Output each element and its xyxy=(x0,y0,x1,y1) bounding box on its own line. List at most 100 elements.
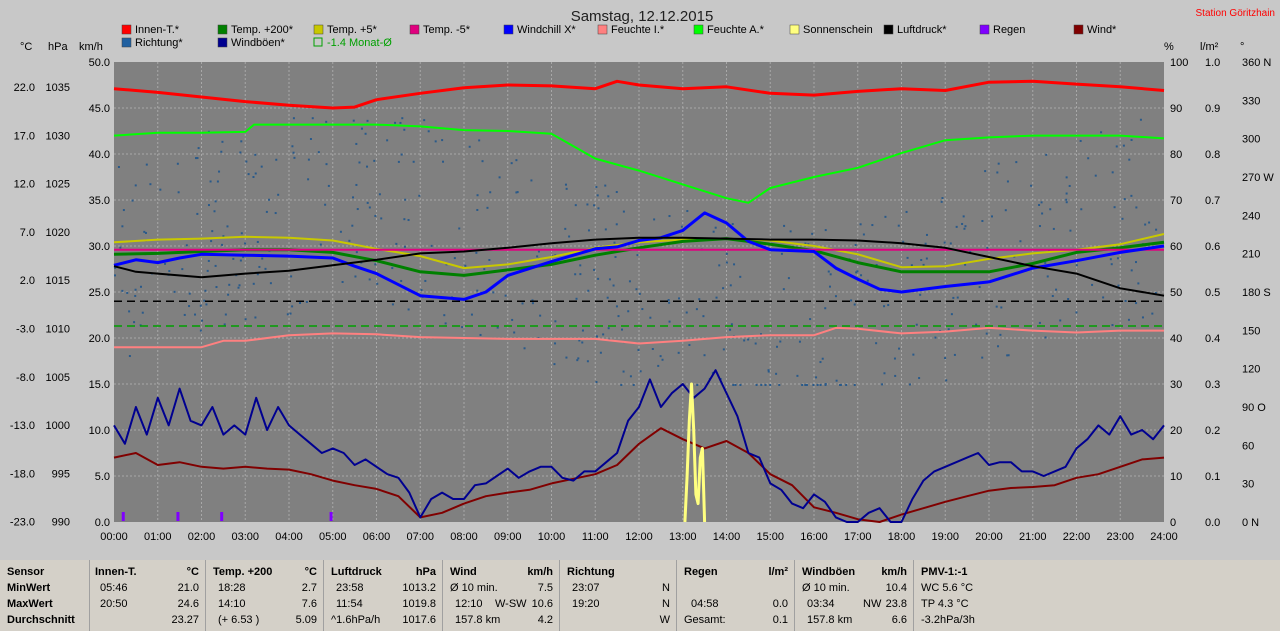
direction-dot xyxy=(412,160,415,163)
rain-tick-label: 1.0 xyxy=(1205,57,1220,69)
direction-dot xyxy=(1038,225,1041,228)
direction-dot xyxy=(275,158,278,161)
direction-dot xyxy=(214,200,217,203)
direction-dot xyxy=(801,384,804,386)
direction-dot xyxy=(613,241,616,244)
direction-tick-label: 30 xyxy=(1242,479,1254,491)
direction-dot xyxy=(828,285,831,288)
direction-dot xyxy=(776,345,779,348)
direction-dot xyxy=(403,245,406,248)
direction-dot xyxy=(649,316,652,319)
direction-dot xyxy=(612,284,615,287)
legend-label: Innen-T.* xyxy=(135,24,180,36)
direction-dot xyxy=(1100,131,1103,134)
direction-tick-label: 120 xyxy=(1242,364,1260,376)
direction-dot xyxy=(291,145,294,148)
direction-dot xyxy=(718,264,721,267)
direction-dot xyxy=(1094,174,1097,177)
direction-dot xyxy=(291,305,294,308)
legend-swatch xyxy=(883,24,894,35)
temperature-tick-label: 12.0 xyxy=(14,179,35,191)
direction-dot xyxy=(498,176,501,179)
direction-dot xyxy=(925,233,928,236)
kmh-tick-label: 5.0 xyxy=(95,471,110,483)
direction-dot xyxy=(875,342,878,345)
direction-dot xyxy=(1113,206,1116,209)
panel-druck: Luftdruck hPa 23:58 1013.2 11:54 1019.8 ^1.… xyxy=(323,560,442,631)
direction-dot xyxy=(1144,223,1147,226)
legend-swatch xyxy=(693,24,704,35)
direction-dot xyxy=(354,275,357,278)
temperature-tick-label: -23.0 xyxy=(10,517,35,529)
direction-dot xyxy=(999,333,1002,336)
direction-dot xyxy=(884,215,887,218)
direction-dot xyxy=(159,188,162,191)
direction-dot xyxy=(511,318,514,321)
series-sonnenschein xyxy=(683,382,707,523)
direction-dot xyxy=(714,226,717,229)
direction-dot xyxy=(906,256,909,259)
direction-dot xyxy=(327,184,330,187)
direction-dot xyxy=(924,242,927,245)
direction-dot xyxy=(614,255,617,258)
direction-dot xyxy=(1041,212,1044,215)
temp200-unit: °C xyxy=(304,566,317,578)
legend-swatch xyxy=(313,24,324,35)
label-max: MaxWert xyxy=(7,598,53,610)
direction-dot xyxy=(587,229,590,232)
direction-dot xyxy=(122,209,125,212)
time-tick-label: 03:00 xyxy=(231,531,259,543)
direction-dot xyxy=(1059,319,1062,322)
direction-dot xyxy=(940,200,943,203)
direction-dot xyxy=(824,229,827,232)
direction-dot xyxy=(887,304,890,307)
rain-tick-label: 0.9 xyxy=(1205,103,1220,115)
direction-dot xyxy=(220,150,223,153)
direction-dot xyxy=(476,194,479,197)
direction-dot xyxy=(427,130,430,133)
direction-dot xyxy=(325,120,328,123)
temp200-min-value: 2.7 xyxy=(301,582,317,594)
direction-dot xyxy=(881,383,884,386)
direction-dot xyxy=(629,375,632,378)
boeen-unit: km/h xyxy=(881,566,907,578)
direction-dot xyxy=(319,243,322,246)
direction-dot xyxy=(351,224,354,227)
direction-dot xyxy=(955,225,958,228)
direction-dot xyxy=(910,264,913,267)
direction-dot xyxy=(1141,316,1144,319)
unit-celsius: °C xyxy=(20,41,32,53)
innen-max-value: 24.6 xyxy=(177,598,199,610)
direction-dot xyxy=(809,318,812,321)
direction-dot xyxy=(703,354,706,357)
direction-dot xyxy=(240,140,243,143)
direction-dot xyxy=(1080,208,1083,211)
direction-dot xyxy=(199,304,202,307)
axis-labels: °C hPa km/h% l/m² ° 50.0 45.0 40.0 35.0 30.0 25.0 2… xyxy=(10,41,1274,543)
rain-tick-label: 0.0 xyxy=(1205,517,1220,529)
direction-dot xyxy=(796,374,799,377)
richtung-avg-value: W xyxy=(659,614,670,626)
temp200-min-time: 18:28 xyxy=(218,582,246,594)
time-tick-label: 11:00 xyxy=(582,531,609,543)
direction-dot xyxy=(754,342,757,345)
direction-dot xyxy=(632,384,635,386)
wind-distance: 157.8 km xyxy=(455,614,501,626)
direction-dot xyxy=(352,196,355,199)
direction-dot xyxy=(237,286,240,289)
direction-dot xyxy=(722,348,725,351)
series-windb-en xyxy=(113,369,1165,523)
direction-dot xyxy=(565,356,568,359)
direction-dot xyxy=(470,313,473,316)
direction-dot xyxy=(568,235,571,238)
direction-dot xyxy=(579,264,582,267)
direction-tick-label: 360 N xyxy=(1242,57,1271,69)
kmh-tick-label: 45.0 xyxy=(89,103,110,115)
legend-swatch xyxy=(1073,24,1084,35)
legend: Innen-T.* Temp. +200* Temp. +5* Temp. -5* Wi… xyxy=(121,24,1117,49)
direction-dot xyxy=(698,298,701,301)
temperature-tick-label: 22.0 xyxy=(14,82,35,94)
direction-dot xyxy=(981,356,984,359)
direction-dot xyxy=(311,117,314,120)
direction-dot xyxy=(373,159,376,162)
